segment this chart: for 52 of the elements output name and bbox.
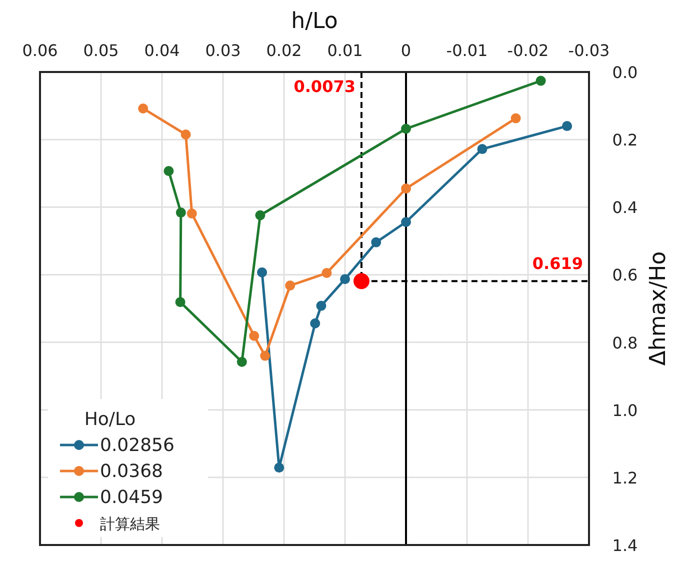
x-tick-label: 0.02 [266, 41, 302, 60]
x-tick-label: 0.03 [205, 41, 241, 60]
y-tick-label: 0.0 [612, 63, 638, 82]
x-tick-label: 0.05 [83, 41, 119, 60]
point [477, 144, 488, 154]
point [401, 217, 411, 228]
point [236, 356, 247, 367]
point [176, 208, 186, 218]
point [180, 130, 191, 140]
point [249, 330, 260, 341]
point [175, 297, 186, 308]
x-axis-title: h/Lo [291, 9, 338, 34]
y-tick-label: 0.4 [612, 198, 638, 218]
x-tick-label: -0.02 [507, 41, 549, 60]
y-tick-label: 0.2 [612, 130, 638, 150]
x-tick-label: 0.06 [22, 41, 58, 60]
x-tick-label: 0.04 [144, 41, 180, 60]
ref-line-label: 0.0073 [294, 77, 356, 96]
legend-label: 計算結果 [100, 515, 160, 533]
legend-label: 0.02856 [100, 435, 174, 456]
point [536, 76, 546, 86]
point [562, 121, 572, 132]
x-tick-label: -0.03 [568, 41, 610, 60]
point [340, 274, 350, 284]
point [510, 113, 521, 124]
y-tick-label: 1.0 [612, 400, 638, 420]
point [322, 268, 332, 278]
legend-label: 0.0368 [100, 461, 163, 482]
legend-title: Ho/Lo [84, 409, 136, 430]
y-tick-label: 1.2 [612, 468, 638, 488]
point [257, 267, 268, 278]
legend-label: 0.0459 [100, 487, 163, 508]
point [401, 124, 411, 134]
point [164, 166, 174, 176]
point [260, 350, 270, 361]
x-tick-label: 0 [400, 41, 412, 60]
y-axis-title: Δhmax/Ho [646, 251, 671, 366]
ref-line-label: 0.619 [532, 254, 583, 274]
point [186, 208, 197, 219]
x-tick-label: 0.01 [327, 41, 363, 60]
x-tick-label: -0.01 [446, 41, 488, 60]
y-tick-label: 0.6 [612, 266, 638, 285]
point [316, 300, 326, 311]
y-tick-label: 0.8 [612, 333, 638, 352]
point [138, 103, 148, 114]
point [274, 462, 284, 473]
point [401, 184, 411, 194]
y-tick-label: 1.4 [612, 536, 638, 555]
point [310, 318, 320, 328]
point [255, 210, 266, 220]
point [285, 280, 296, 291]
point [371, 237, 382, 248]
